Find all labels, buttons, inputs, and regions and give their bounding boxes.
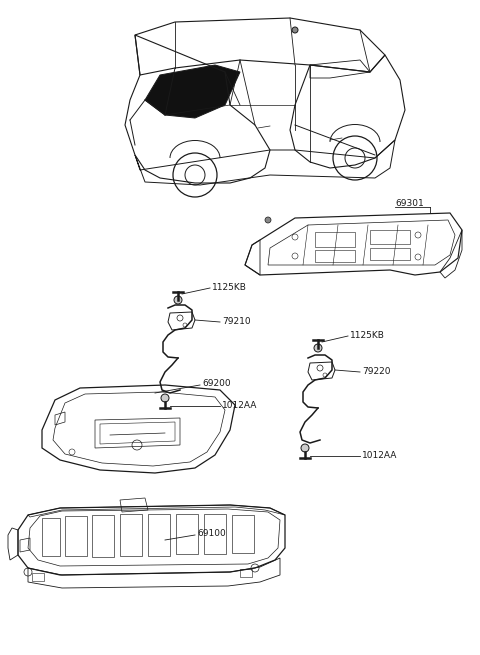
Text: 69301: 69301 [395, 200, 424, 208]
Bar [65, 516, 87, 556]
Text: 69100: 69100 [197, 529, 226, 538]
Circle shape [292, 27, 298, 33]
Text: 1012AA: 1012AA [362, 451, 397, 460]
Bar [42, 518, 60, 556]
Bar [370, 248, 410, 260]
Text: 79210: 79210 [222, 316, 251, 326]
Bar [32, 573, 44, 581]
Circle shape [265, 217, 271, 223]
Bar [240, 569, 252, 577]
Circle shape [174, 296, 182, 304]
Bar [370, 230, 410, 244]
Text: 79220: 79220 [362, 367, 391, 375]
Text: 69200: 69200 [202, 379, 230, 388]
Bar [120, 514, 142, 556]
Circle shape [314, 344, 322, 352]
Bar [315, 250, 355, 262]
Text: 1125KB: 1125KB [350, 331, 385, 339]
Circle shape [161, 394, 169, 402]
Bar [176, 514, 198, 554]
Bar [148, 514, 170, 556]
Text: 1012AA: 1012AA [222, 400, 257, 409]
Bar [204, 514, 226, 554]
Polygon shape [145, 65, 240, 118]
Circle shape [301, 444, 309, 452]
Bar [92, 515, 114, 557]
Text: 1125KB: 1125KB [212, 282, 247, 291]
Bar [315, 232, 355, 247]
Bar [232, 515, 254, 553]
